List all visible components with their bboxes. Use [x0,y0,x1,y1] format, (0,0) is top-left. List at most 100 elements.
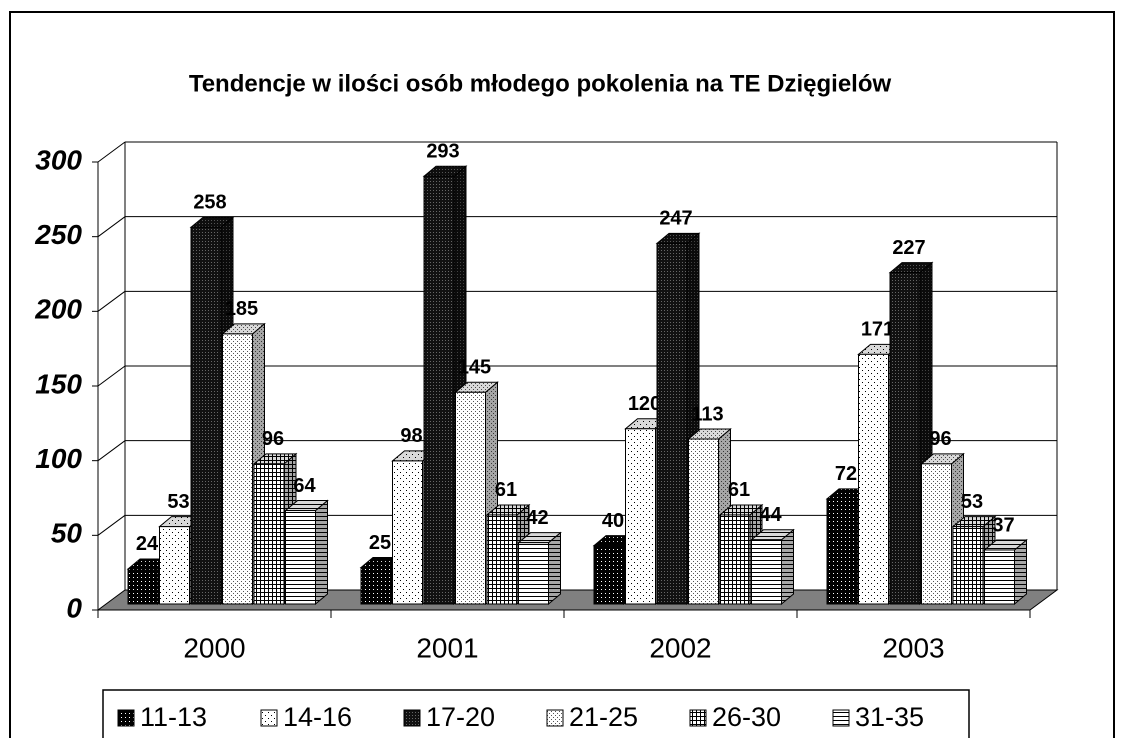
legend-swatch [689,709,707,727]
data-label: 40 [602,510,624,532]
bar [593,545,625,605]
y-tick-label: 50 [51,518,83,549]
bar [455,391,486,605]
bar-top-shade [254,453,296,464]
data-label: 96 [929,428,951,450]
data-label: 293 [426,141,459,163]
bar [253,463,285,605]
data-label: 72 [835,463,857,485]
legend-swatch [403,709,421,727]
x-tick-label: 2001 [416,632,478,663]
data-label: 247 [659,208,692,230]
bar-top-shade [222,323,265,334]
legend-label: 26-30 [712,702,781,732]
data-label: 24 [136,533,159,555]
bar [159,526,190,605]
bar-top-shade [921,453,964,464]
bar [625,428,656,605]
legend-swatch [260,709,278,727]
grid-line [97,216,126,238]
x-tick-label: 2002 [649,632,711,663]
data-label: 44 [759,504,782,526]
chart-title: Tendencje w ilości osób młodego pokoleni… [189,70,892,97]
data-label: 113 [691,403,723,425]
bar-top-shade [455,382,498,393]
bar [190,226,222,605]
bar-top-shade [191,217,233,228]
bar [826,498,858,605]
data-label: 258 [193,192,226,214]
bar-top-shade [984,539,1027,550]
bar [889,272,921,605]
bar-top-shade [518,532,561,543]
bar [423,175,455,605]
bar-top-shade [657,233,699,244]
bar-top-shade [953,516,995,527]
data-label: 227 [892,237,925,259]
data-label: 37 [992,514,1014,536]
bar [751,539,782,605]
bar-top-shade [751,529,794,540]
bar-side-shade [1014,539,1027,604]
data-label: 53 [961,491,983,513]
y-tick-label: 200 [34,294,82,325]
bar-top-shade [890,262,932,273]
grid-line [97,141,126,163]
bar-top-shade [720,504,762,515]
data-label: 96 [262,428,284,450]
bar [656,242,688,605]
data-label: 185 [225,298,258,320]
bar [688,438,719,605]
legend-box [102,689,970,738]
bar [719,514,751,605]
y-tick-label: 100 [35,443,82,474]
data-label: 61 [495,479,517,501]
data-label: 61 [728,479,750,501]
bar [392,460,423,605]
chart-border [9,11,1115,738]
y-tick-label: 300 [35,144,82,175]
data-label: 120 [628,393,661,415]
legend-swatch [117,709,135,727]
legend-label: 31-35 [855,702,924,732]
bar [486,514,518,605]
legend-swatch [832,709,850,727]
legend-label: 14-16 [283,702,352,732]
bar [921,463,952,605]
bar-side-shade [315,500,328,604]
data-label: 53 [167,491,189,513]
grid-line [97,365,126,387]
data-label: 98 [400,425,422,447]
grid-line [97,290,126,312]
data-label: 25 [369,532,391,554]
grid-line [97,440,126,462]
bar [952,526,984,605]
data-label: 42 [526,507,548,529]
y-tick-label: 0 [66,592,82,623]
bar-top-shade [424,166,466,177]
x-tick-label: 2003 [882,632,944,663]
bar [360,567,392,605]
y-tick-label: 150 [35,368,82,399]
data-label: 171 [861,319,894,341]
data-label: 145 [458,357,491,379]
legend-swatch [546,709,564,727]
grid-line [97,514,126,536]
bar-top-shade [688,429,731,440]
bar-side-shade [781,529,794,604]
bar [858,353,889,605]
legend-label: 21-25 [569,702,638,732]
bar [984,549,1015,605]
y-tick-label: 250 [34,219,82,250]
data-label: 64 [293,475,316,497]
bar-top-shade [285,500,328,511]
legend-label: 17-20 [426,702,495,732]
bar [518,542,549,605]
bar [222,333,253,605]
legend-label: 11-13 [140,702,207,732]
bar-side-shade [548,532,561,604]
x-tick-label: 2000 [183,632,245,663]
bar-top-shade [487,504,529,515]
bar [127,568,159,605]
